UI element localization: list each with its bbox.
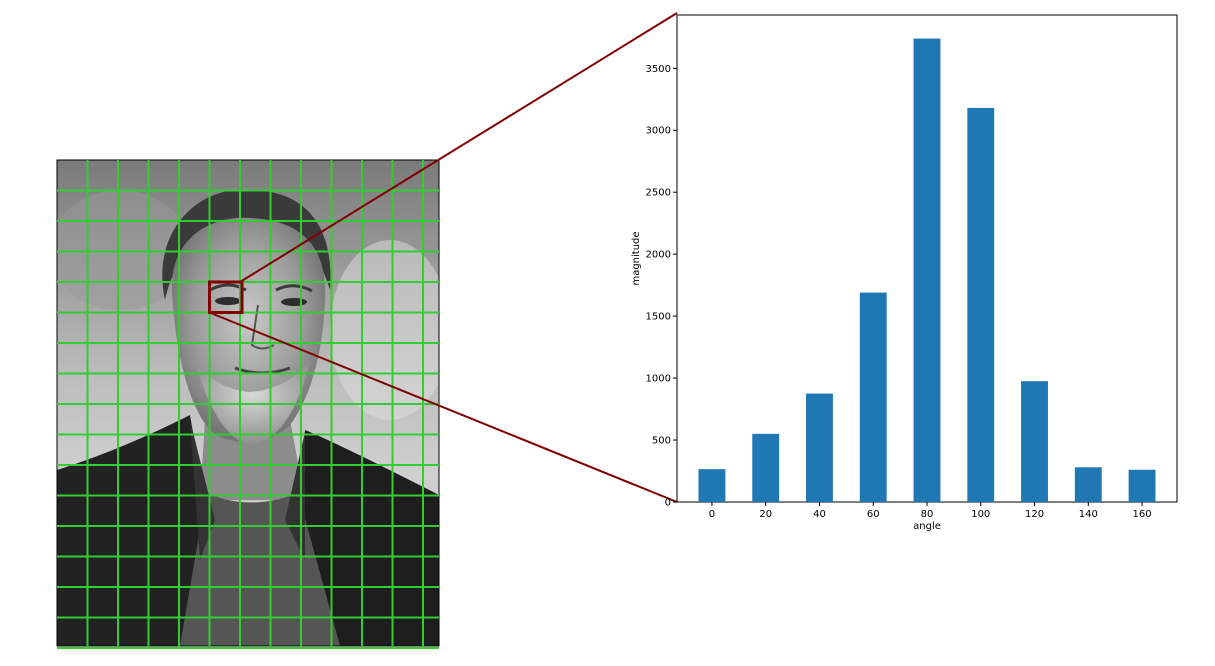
y-tick-label: 0 (665, 498, 671, 509)
x-tick-label: 60 (867, 509, 880, 520)
x-tick-label: 40 (813, 509, 826, 520)
y-tick-label: 2000 (646, 250, 671, 261)
zoom-connector-top (239, 12, 678, 283)
histogram-bar (806, 393, 833, 502)
histogram-bar (859, 292, 887, 502)
x-axis-label: angle (913, 521, 941, 532)
cell-grid (57, 160, 439, 649)
y-tick-label: 1000 (646, 374, 671, 385)
x-tick-label: 160 (1133, 509, 1152, 520)
x-tick-label: 120 (1025, 509, 1044, 520)
histogram-bar (752, 433, 780, 502)
y-tick-label: 3000 (646, 126, 671, 137)
x-tick-label: 100 (971, 509, 990, 520)
histogram-bar (1021, 381, 1048, 502)
y-tick-label: 3500 (646, 64, 671, 75)
y-axis-label: magnitude (631, 231, 642, 285)
y-tick-label: 2500 (646, 188, 671, 199)
selected-cell-box (208, 280, 244, 314)
y-tick-label: 1500 (646, 312, 671, 323)
x-tick-label: 0 (709, 509, 715, 520)
y-tick-label: 500 (652, 436, 671, 447)
x-tick-label: 80 (921, 509, 934, 520)
x-tick-label: 20 (759, 509, 772, 520)
histogram-bar (698, 469, 726, 502)
histogram-bar (913, 38, 941, 503)
histogram-bar (1128, 469, 1156, 502)
zoom-connector-bottom (209, 311, 678, 503)
x-tick-label: 140 (1079, 509, 1098, 520)
histogram-bar (1074, 467, 1102, 502)
histogram-chart: 0 20 40 60 80 100 120 140 160 0 500 1000 1500 2000 25… (631, 14, 1178, 532)
histogram-bar (967, 107, 995, 502)
